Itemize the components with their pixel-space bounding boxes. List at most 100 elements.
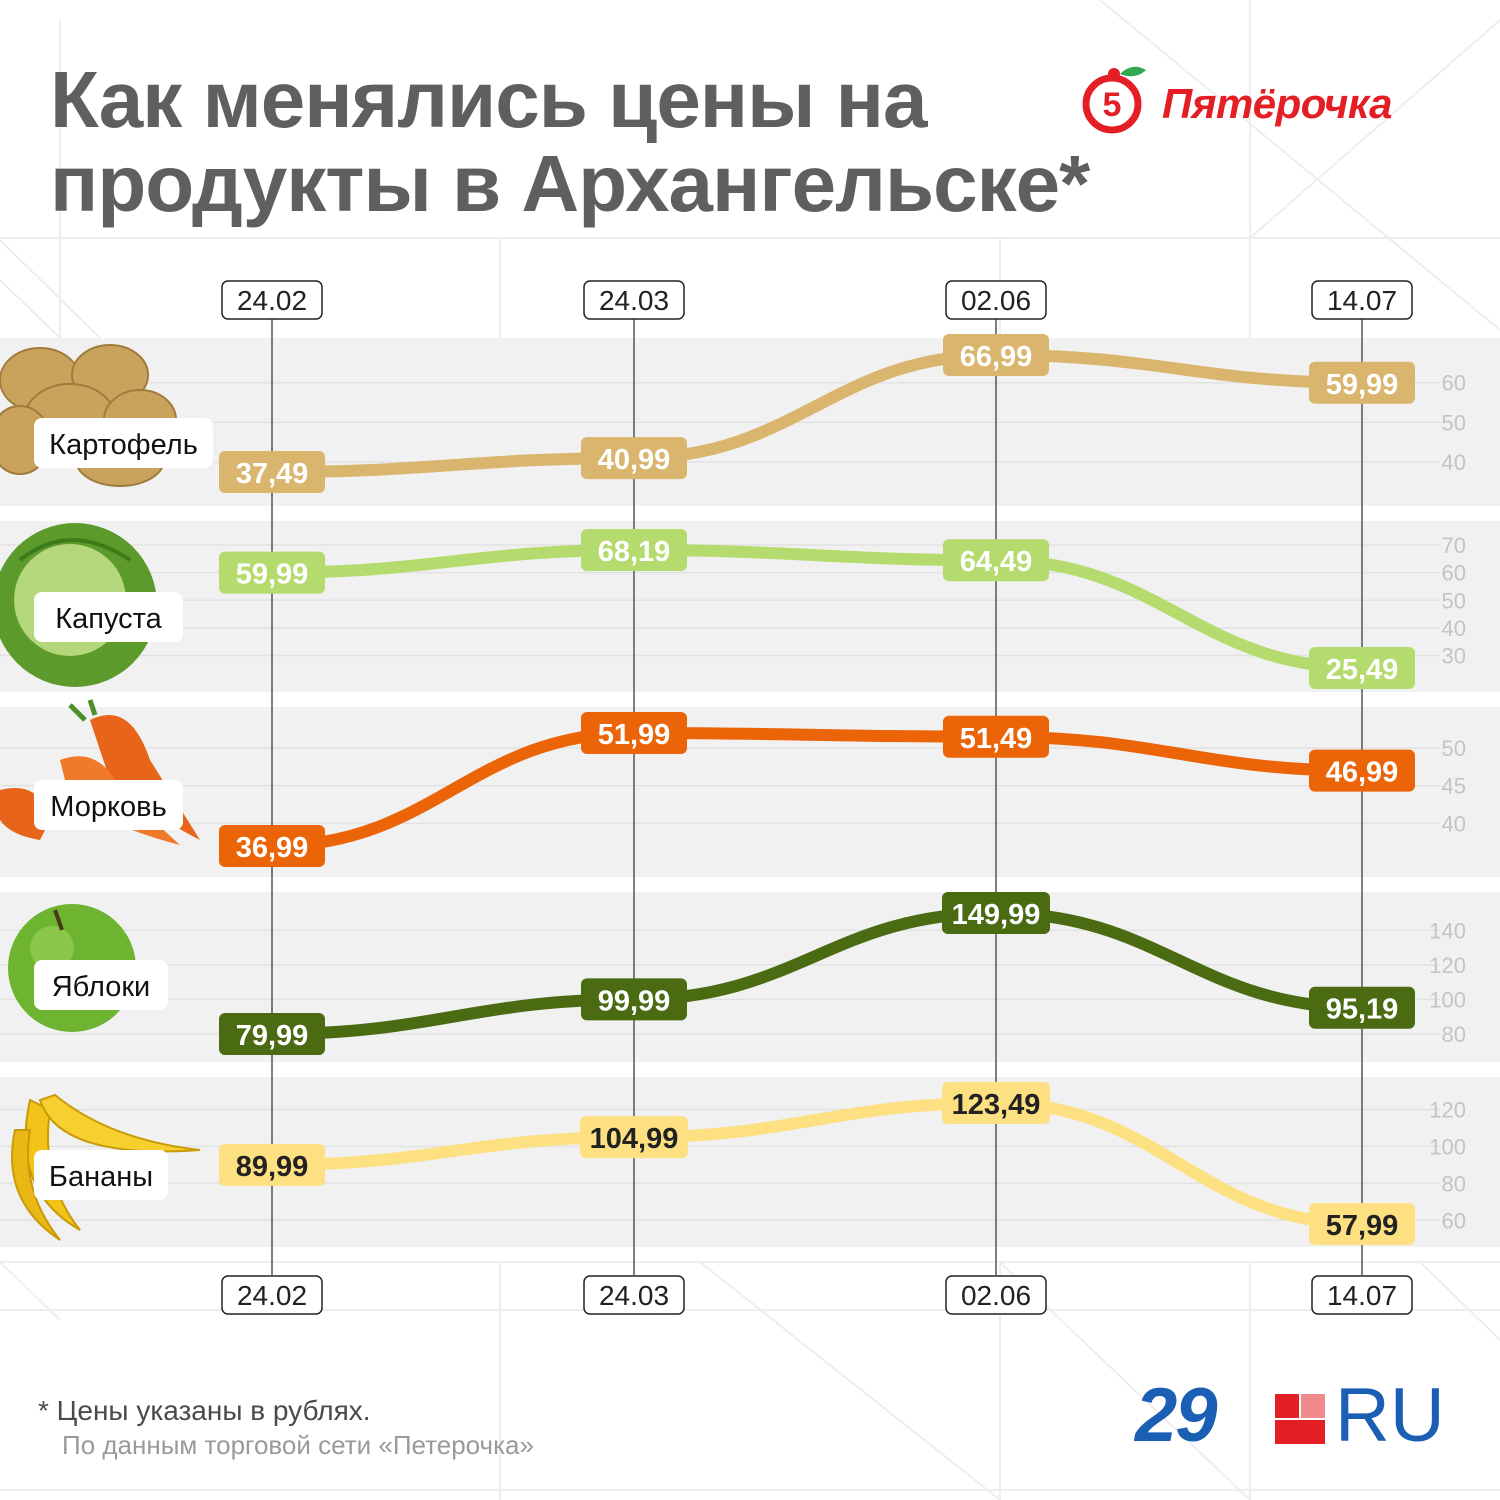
value-label-box xyxy=(581,978,687,1021)
value-label-box xyxy=(943,715,1049,758)
date-label: 02.06 xyxy=(961,1280,1031,1311)
value-label: 149,99 xyxy=(952,899,1041,931)
value-label: 46,99 xyxy=(1326,757,1399,789)
svg-text:5: 5 xyxy=(1103,86,1122,124)
value-label: 57,99 xyxy=(1326,1210,1399,1242)
pyaterochka-logo-icon: 5 xyxy=(1082,66,1146,134)
value-label: 37,49 xyxy=(236,458,309,490)
date-label-box xyxy=(945,1275,1047,1315)
source-note: По данным торговой сети «Петерочка» xyxy=(62,1430,534,1460)
date-label-box xyxy=(583,280,685,320)
product-name-box xyxy=(34,780,183,830)
brand-suffix: RU xyxy=(1335,1373,1445,1458)
banana-icon xyxy=(11,1093,201,1241)
value-label: 36,99 xyxy=(236,832,309,864)
footnote: * Цены указаны в рублях. xyxy=(38,1395,371,1426)
value-label-box xyxy=(219,1013,325,1055)
value-label: 64,49 xyxy=(960,546,1033,578)
y-tick-label: 100 xyxy=(1429,1134,1466,1159)
product-name-box xyxy=(34,960,168,1010)
series-line xyxy=(266,726,1368,852)
y-tick-label: 80 xyxy=(1442,1171,1466,1196)
product-name: Яблоки xyxy=(52,971,151,1003)
value-label: 40,99 xyxy=(598,444,671,476)
y-tick-label: 120 xyxy=(1429,1097,1466,1122)
value-label-box xyxy=(219,551,325,594)
brand-mark xyxy=(1275,1394,1325,1444)
y-tick-label: 40 xyxy=(1442,450,1466,475)
y-tick-label: 40 xyxy=(1442,616,1466,641)
y-tick-label: 40 xyxy=(1442,811,1466,836)
y-tick-label: 80 xyxy=(1442,1022,1466,1047)
value-label-box xyxy=(943,334,1049,376)
y-tick-label: 60 xyxy=(1442,561,1466,586)
product-name: Бананы xyxy=(49,1161,153,1193)
pyaterochka-logo-text: Пятёрочка xyxy=(1162,80,1393,127)
date-label: 14.07 xyxy=(1327,1280,1397,1311)
value-label: 59,99 xyxy=(1326,369,1399,401)
value-label-box xyxy=(1309,986,1415,1029)
date-label-box xyxy=(945,280,1047,320)
series-line xyxy=(266,348,1368,478)
value-label-box xyxy=(942,892,1050,934)
value-label: 79,99 xyxy=(236,1020,309,1052)
value-label-box xyxy=(1309,749,1415,792)
date-label: 24.02 xyxy=(237,285,307,316)
value-label-box xyxy=(1309,647,1415,689)
value-label-box xyxy=(1309,361,1415,404)
series-line xyxy=(266,906,1368,1040)
date-label-box xyxy=(221,1275,323,1315)
y-tick-label: 30 xyxy=(1442,644,1466,669)
value-label-box xyxy=(943,539,1049,582)
value-label: 25,49 xyxy=(1326,654,1399,686)
value-label: 51,49 xyxy=(960,723,1033,755)
series-line xyxy=(266,1096,1368,1230)
value-label: 66,99 xyxy=(960,341,1033,373)
date-label-box xyxy=(1311,1275,1413,1315)
y-tick-label: 70 xyxy=(1442,533,1466,558)
date-label: 24.03 xyxy=(599,1280,669,1311)
value-label-box xyxy=(219,451,325,493)
date-label: 24.03 xyxy=(599,285,669,316)
value-label-box xyxy=(580,1116,688,1159)
value-label: 59,99 xyxy=(236,559,309,591)
product-name-box xyxy=(34,418,213,468)
y-tick-label: 50 xyxy=(1442,410,1466,435)
y-tick-label: 140 xyxy=(1429,918,1466,943)
product-name-box xyxy=(34,592,183,642)
y-tick-label: 50 xyxy=(1442,588,1466,613)
value-label-box xyxy=(581,437,687,480)
value-label-box xyxy=(219,825,325,867)
page-title: Как менялись цены на продукты в Архангел… xyxy=(50,55,1090,228)
date-label-box xyxy=(221,280,323,320)
y-tick-label: 60 xyxy=(1442,371,1466,396)
value-label: 89,99 xyxy=(236,1151,309,1183)
date-label: 24.02 xyxy=(237,1280,307,1311)
value-label-box xyxy=(581,529,687,571)
brand-number: 29 xyxy=(1135,1373,1218,1458)
value-label: 51,99 xyxy=(598,719,671,751)
product-name: Морковь xyxy=(50,791,166,823)
y-tick-label: 50 xyxy=(1442,736,1466,761)
value-label: 104,99 xyxy=(590,1123,679,1155)
series-line xyxy=(266,543,1368,674)
value-label-box xyxy=(942,1082,1050,1124)
product-name: Картофель xyxy=(49,429,198,461)
value-label-box xyxy=(1309,1203,1415,1245)
y-tick-label: 100 xyxy=(1429,987,1466,1012)
date-label-box xyxy=(583,1275,685,1315)
product-name-box xyxy=(34,1150,168,1200)
y-tick-label: 120 xyxy=(1429,953,1466,978)
product-name: Капуста xyxy=(55,603,162,635)
date-label: 14.07 xyxy=(1327,285,1397,316)
date-label: 02.06 xyxy=(961,285,1031,316)
value-label-box xyxy=(219,1143,325,1186)
y-tick-label: 60 xyxy=(1442,1208,1466,1233)
value-label: 123,49 xyxy=(952,1089,1041,1121)
y-tick-label: 45 xyxy=(1442,774,1466,799)
value-label: 68,19 xyxy=(598,536,671,568)
value-label: 99,99 xyxy=(598,985,671,1017)
value-label: 95,19 xyxy=(1326,994,1399,1026)
date-label-box xyxy=(1311,280,1413,320)
